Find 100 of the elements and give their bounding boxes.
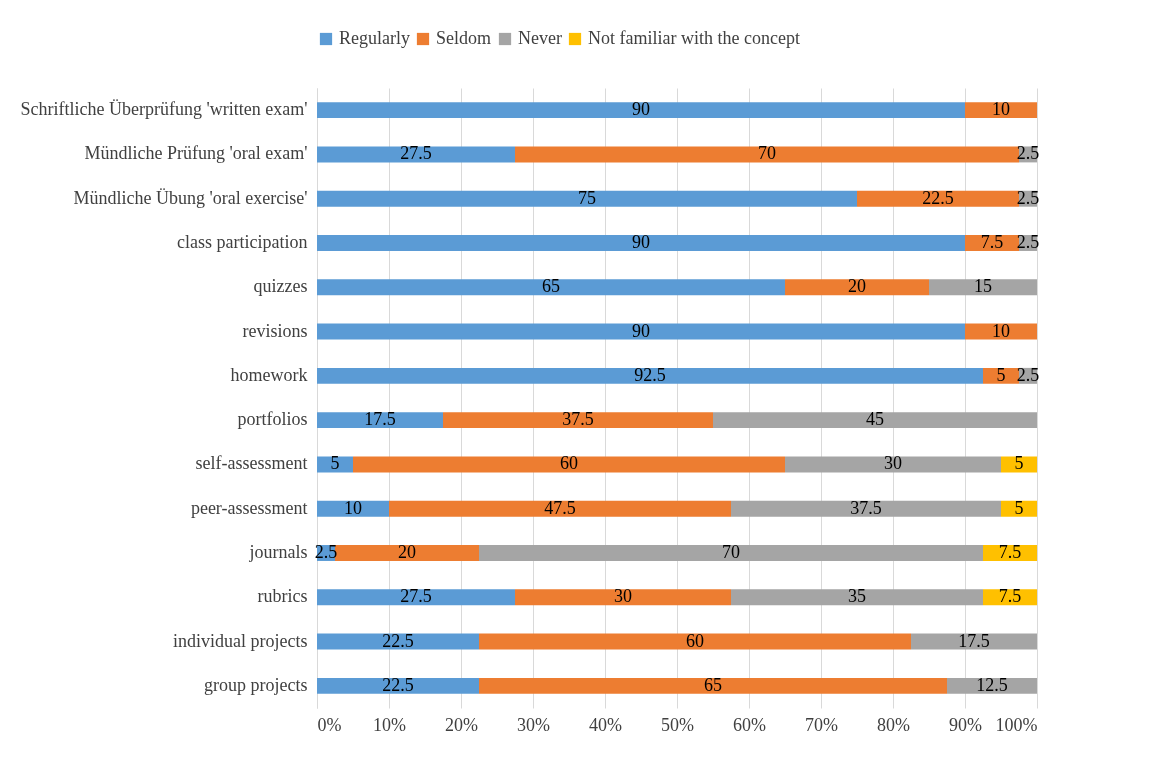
data-label: 7.5 (998, 586, 1022, 607)
bar (713, 412, 1037, 429)
data-label: 22.5 (382, 630, 414, 651)
data-label: 65 (542, 276, 560, 297)
bar (317, 633, 479, 650)
y-tick-label: Mündliche Prüfung 'oral exam' (84, 143, 308, 164)
bar (317, 190, 857, 207)
data-label: 37.5 (562, 409, 594, 430)
bar (317, 102, 965, 119)
x-tick-label: 20% (445, 714, 478, 735)
data-label: 7.5 (998, 542, 1022, 562)
y-tick-label: individual projects (173, 630, 308, 651)
bar (515, 589, 731, 606)
bar (317, 500, 389, 517)
data-label: 37.5 (850, 497, 882, 518)
y-tick-label: peer-assessment (190, 497, 308, 518)
data-label: 12.5 (976, 674, 1008, 695)
x-tick-label: 80% (877, 714, 910, 735)
data-label: 35 (848, 586, 866, 607)
data-label: 47.5 (544, 497, 576, 518)
bar (479, 545, 983, 561)
data-label: 65 (704, 674, 722, 695)
data-label: 45 (866, 409, 884, 430)
x-tick-label: 10% (373, 714, 406, 735)
y-tick-label: quizzes (253, 276, 308, 297)
y-tick-label: portfolios (237, 409, 308, 430)
bar (317, 456, 353, 473)
bar (731, 500, 1001, 517)
x-tick-label: 0% (317, 714, 342, 735)
data-label: 90 (632, 320, 650, 341)
y-tick-label: Mündliche Übung 'oral exercise' (73, 187, 308, 208)
data-label: 30 (884, 453, 902, 474)
data-label: 22.5 (922, 187, 954, 208)
data-label: 27.5 (400, 143, 432, 164)
y-tick-label: Schriftliche Überprüfung 'written exam' (20, 99, 308, 120)
bar (515, 146, 1019, 163)
bar (479, 677, 947, 694)
bar (317, 367, 983, 384)
bar (317, 146, 515, 163)
bar (443, 412, 713, 429)
bar (929, 279, 1037, 296)
data-label: 10 (344, 497, 362, 518)
data-label: 70 (758, 143, 776, 164)
x-tick-label: 90% (949, 714, 982, 735)
bar (317, 279, 785, 296)
data-label: 30 (614, 586, 632, 607)
bar (731, 589, 983, 606)
x-tick-label: 60% (733, 714, 766, 735)
data-label: 5 (1014, 497, 1024, 518)
data-label: 10 (992, 99, 1010, 120)
data-label: 10 (992, 320, 1010, 341)
bar (965, 323, 1037, 340)
bar (785, 456, 1001, 473)
data-label: 60 (560, 453, 578, 474)
bar (857, 190, 1019, 207)
y-tick-label: revisions (242, 320, 308, 341)
data-label: 7.5 (980, 232, 1004, 252)
data-label: 20 (848, 276, 866, 297)
x-tick-label: 30% (517, 714, 550, 735)
bar (389, 500, 731, 517)
data-label: 5 (1014, 453, 1024, 474)
bar (1001, 500, 1037, 517)
bar (335, 545, 479, 561)
y-tick-label: group projects (204, 674, 308, 695)
bar (785, 279, 929, 296)
bar (353, 456, 785, 473)
bar (965, 102, 1037, 119)
y-tick-label: journals (248, 542, 308, 562)
data-label: 92.5 (634, 364, 666, 385)
data-label: 90 (632, 99, 650, 120)
data-label: 5 (996, 364, 1006, 385)
data-label: 15 (974, 276, 992, 297)
legend-label: Never (518, 28, 562, 48)
data-label: 20 (398, 542, 416, 562)
data-label: 17.5 (364, 409, 396, 430)
x-tick-label: 100% (995, 714, 1038, 735)
bar (1001, 456, 1037, 473)
bar (317, 677, 479, 694)
bar (911, 633, 1037, 650)
data-label: 17.5 (958, 630, 990, 651)
bar (317, 412, 443, 429)
legend-label: Not familiar with the concept (588, 28, 800, 48)
legend-label: Regularly (339, 28, 410, 48)
bar (317, 323, 965, 340)
data-label: 60 (686, 630, 704, 651)
data-label: 70 (722, 542, 740, 562)
bar (317, 235, 965, 251)
x-tick-label: 40% (589, 714, 622, 735)
data-label: 27.5 (400, 586, 432, 607)
y-tick-label: self-assessment (195, 453, 308, 474)
data-label: 75 (578, 187, 596, 208)
y-tick-label: rubrics (257, 586, 308, 607)
legend-label: Seldom (436, 28, 492, 48)
data-label: 22.5 (382, 674, 414, 695)
data-label: 90 (632, 232, 650, 252)
bar (479, 633, 911, 650)
x-tick-label: 70% (805, 714, 838, 735)
y-tick-label: class participation (177, 232, 308, 252)
bar (317, 589, 515, 606)
y-tick-label: homework (230, 364, 308, 385)
